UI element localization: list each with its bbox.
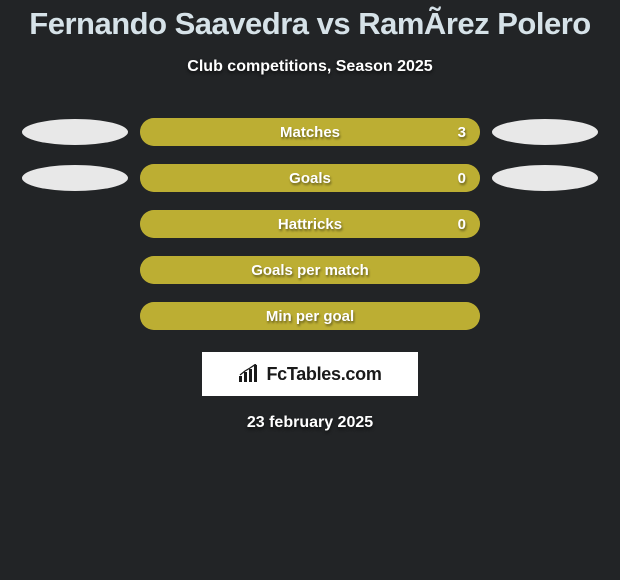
player2-name: RamÃ­rez Polero <box>358 6 590 41</box>
stat-row: Min per goal <box>10 302 610 330</box>
fctables-logo: FcTables.com <box>202 352 418 396</box>
stat-bar: Goals 0 <box>140 164 480 192</box>
left-ellipse <box>22 165 128 191</box>
player1-name: Fernando Saavedra <box>29 6 308 41</box>
stat-rows: Matches 3 Goals 0 Hattricks 0 Goals per match M… <box>0 118 620 330</box>
stat-bar: Goals per match <box>140 256 480 284</box>
bar-chart-icon <box>238 364 260 384</box>
logo-text: FcTables.com <box>266 364 381 385</box>
stat-bar: Min per goal <box>140 302 480 330</box>
stat-row: Hattricks 0 <box>10 210 610 238</box>
stat-row: Goals per match <box>10 256 610 284</box>
stat-bar: Hattricks 0 <box>140 210 480 238</box>
stat-bar: Matches 3 <box>140 118 480 146</box>
stat-label: Hattricks <box>278 216 342 233</box>
stat-value: 0 <box>458 170 466 187</box>
stat-row: Matches 3 <box>10 118 610 146</box>
stat-label: Goals per match <box>251 262 369 279</box>
stat-label: Goals <box>289 170 331 187</box>
stat-value: 0 <box>458 216 466 233</box>
left-ellipse <box>22 119 128 145</box>
stat-label: Matches <box>280 124 340 141</box>
stat-value: 3 <box>458 124 466 141</box>
subtitle: Club competitions, Season 2025 <box>0 58 620 76</box>
comparison-title: Fernando Saavedra vs RamÃ­rez Polero <box>0 0 620 46</box>
stat-row: Goals 0 <box>10 164 610 192</box>
right-ellipse <box>492 165 598 191</box>
stat-label: Min per goal <box>266 308 354 325</box>
right-ellipse <box>492 119 598 145</box>
snapshot-date: 23 february 2025 <box>0 414 620 432</box>
vs-separator: vs <box>317 6 350 41</box>
